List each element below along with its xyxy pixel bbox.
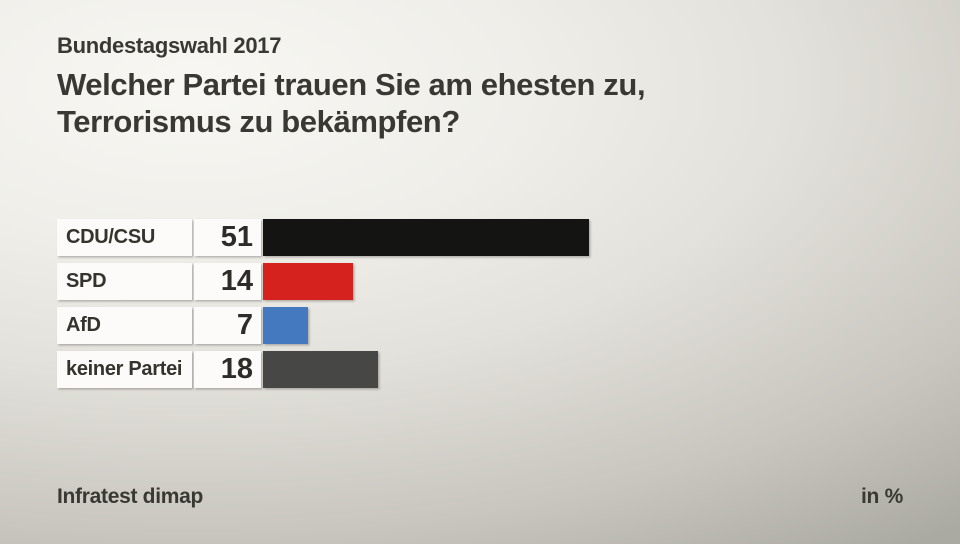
chart-row: SPD 14 — [57, 263, 589, 300]
bar — [263, 219, 590, 256]
question-line-1: Welcher Partei trauen Sie am ehesten zu, — [57, 67, 646, 102]
bar — [263, 263, 353, 300]
chart-row: CDU/CSU 51 — [57, 219, 590, 256]
footer: Infratest dimap in % — [57, 485, 903, 509]
value-label: 18 — [194, 351, 261, 388]
category-label: SPD — [57, 263, 192, 300]
category-label: keiner Partei — [57, 351, 192, 388]
chart-row: keiner Partei 18 — [57, 351, 589, 388]
value-label: 51 — [194, 219, 261, 256]
bar — [263, 351, 379, 388]
page-title: Welcher Partei trauen Sie am ehesten zu,… — [57, 66, 646, 140]
source-label: Infratest dimap — [57, 485, 204, 508]
value-label: 14 — [194, 263, 261, 300]
value-label: 7 — [194, 307, 261, 344]
chart-row: AfD 7 — [57, 307, 589, 344]
question-line-2: Terrorismus zu bekämpfen? — [57, 104, 460, 139]
bar — [263, 307, 308, 344]
unit-label: in % — [861, 485, 903, 508]
category-label: CDU/CSU — [57, 219, 192, 256]
category-label: AfD — [57, 307, 192, 344]
bar-chart: CDU/CSU 51 SPD 14 AfD 7 keiner Partei 18 — [57, 219, 590, 395]
kicker-title: Bundestagswahl 2017 — [57, 33, 282, 58]
